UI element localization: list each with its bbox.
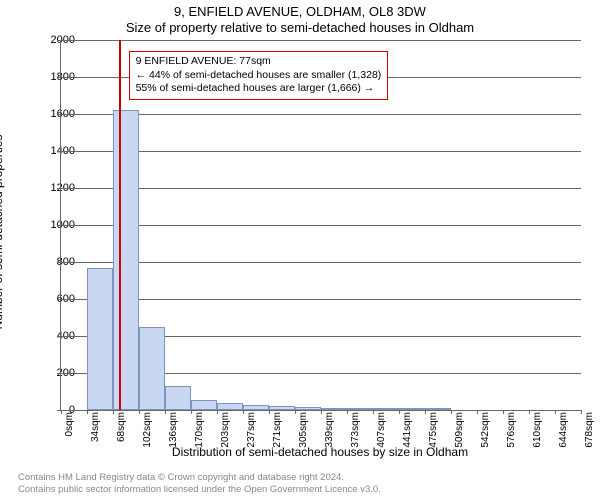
histogram-bar [425, 408, 451, 410]
x-tick-label: 373sqm [350, 412, 361, 448]
x-tick-mark [555, 410, 556, 414]
x-tick-label: 0sqm [64, 412, 75, 436]
gridline-h [61, 40, 581, 41]
histogram-bar [191, 400, 217, 410]
histogram-bar [243, 405, 269, 410]
x-tick-label: 610sqm [532, 412, 543, 448]
histogram-bar [87, 268, 113, 410]
x-tick-mark [139, 410, 140, 414]
histogram-bar [399, 408, 425, 410]
y-tick-mark [57, 151, 61, 152]
info-line-2: ← 44% of semi-detached houses are smalle… [136, 69, 382, 83]
x-tick-mark [165, 410, 166, 414]
y-tick-mark [57, 77, 61, 78]
x-tick-label: 509sqm [454, 412, 465, 448]
y-tick-mark [57, 262, 61, 263]
x-tick-mark [321, 410, 322, 414]
x-tick-mark [373, 410, 374, 414]
info-line-3: 55% of semi-detached houses are larger (… [136, 82, 382, 96]
info-line-1: 9 ENFIELD AVENUE: 77sqm [136, 55, 382, 69]
x-tick-label: 678sqm [584, 412, 595, 448]
histogram-bar [217, 403, 243, 410]
x-tick-label: 441sqm [402, 412, 413, 448]
marker-line [119, 40, 121, 410]
chart-title-sub: Size of property relative to semi-detach… [0, 20, 600, 35]
gridline-h [61, 151, 581, 152]
y-tick-mark [57, 410, 61, 411]
x-tick-label: 237sqm [246, 412, 257, 448]
gridline-h [61, 262, 581, 263]
x-tick-mark [87, 410, 88, 414]
x-tick-mark [217, 410, 218, 414]
x-tick-label: 576sqm [506, 412, 517, 448]
x-tick-label: 102sqm [142, 412, 153, 448]
x-tick-mark [451, 410, 452, 414]
x-tick-mark [269, 410, 270, 414]
histogram-bar [347, 408, 373, 410]
x-axis-label: Distribution of semi-detached houses by … [60, 445, 580, 459]
x-tick-mark [61, 410, 62, 414]
y-tick-mark [57, 336, 61, 337]
footer-attribution: Contains HM Land Registry data © Crown c… [18, 472, 381, 496]
x-tick-label: 542sqm [480, 412, 491, 448]
x-tick-mark [191, 410, 192, 414]
x-tick-label: 136sqm [168, 412, 179, 448]
y-tick-mark [57, 225, 61, 226]
x-tick-label: 271sqm [272, 412, 283, 448]
histogram-bar [113, 110, 139, 410]
y-tick-mark [57, 299, 61, 300]
x-tick-mark [113, 410, 114, 414]
histogram-bar [373, 408, 399, 410]
histogram-bar [321, 408, 347, 410]
footer-line-2: Contains public sector information licen… [18, 484, 381, 496]
histogram-bar [269, 406, 295, 410]
gridline-h [61, 114, 581, 115]
x-tick-label: 203sqm [220, 412, 231, 448]
x-tick-mark [243, 410, 244, 414]
x-tick-label: 170sqm [194, 412, 205, 448]
x-tick-label: 68sqm [116, 412, 127, 442]
x-tick-label: 407sqm [376, 412, 387, 448]
plot-area: 9 ENFIELD AVENUE: 77sqm ← 44% of semi-de… [60, 40, 581, 411]
x-tick-mark [295, 410, 296, 414]
gridline-h [61, 188, 581, 189]
histogram-bar [165, 386, 191, 410]
x-tick-mark [347, 410, 348, 414]
x-tick-label: 34sqm [90, 412, 101, 442]
histogram-bar [295, 407, 321, 410]
y-tick-mark [57, 114, 61, 115]
y-tick-mark [57, 188, 61, 189]
chart-title-main: 9, ENFIELD AVENUE, OLDHAM, OL8 3DW [0, 4, 600, 19]
gridline-h [61, 299, 581, 300]
x-tick-label: 475sqm [428, 412, 439, 448]
chart-container: 9, ENFIELD AVENUE, OLDHAM, OL8 3DW Size … [0, 0, 600, 500]
x-tick-label: 339sqm [324, 412, 335, 448]
footer-line-1: Contains HM Land Registry data © Crown c… [18, 472, 381, 484]
x-tick-mark [399, 410, 400, 414]
x-tick-mark [529, 410, 530, 414]
x-tick-label: 305sqm [298, 412, 309, 448]
x-tick-mark [581, 410, 582, 414]
info-box: 9 ENFIELD AVENUE: 77sqm ← 44% of semi-de… [129, 51, 389, 100]
x-tick-label: 644sqm [558, 412, 569, 448]
x-tick-mark [503, 410, 504, 414]
y-tick-mark [57, 373, 61, 374]
x-tick-mark [425, 410, 426, 414]
gridline-h [61, 225, 581, 226]
y-tick-mark [57, 40, 61, 41]
x-tick-mark [477, 410, 478, 414]
histogram-bar [139, 327, 165, 410]
